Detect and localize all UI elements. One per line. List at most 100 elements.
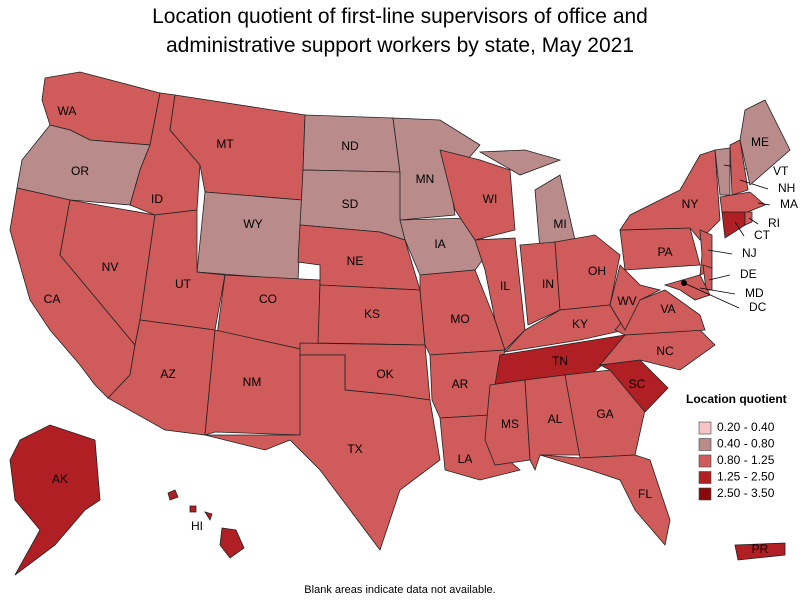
state-shape — [734, 542, 786, 561]
state-label: IL — [500, 279, 510, 293]
state-shape — [478, 149, 562, 176]
state-label: NY — [682, 197, 699, 211]
state-label: OH — [588, 264, 606, 278]
state-label: MI — [553, 217, 566, 231]
state-label: TX — [347, 442, 362, 456]
state-shape — [539, 454, 671, 546]
state-label: CT — [754, 228, 771, 242]
state-label: MS — [501, 417, 519, 431]
state-shape — [204, 354, 441, 551]
state-label: MA — [780, 197, 798, 211]
state-label: NJ — [742, 246, 757, 260]
legend-label: 0.80 - 1.25 — [717, 453, 775, 467]
state-shape — [534, 174, 576, 251]
legend-swatch — [698, 454, 712, 468]
leader-line — [739, 179, 769, 190]
state-label: NH — [778, 181, 795, 195]
state-label: AL — [548, 412, 563, 426]
state-label: UT — [175, 277, 192, 291]
state-label: GA — [596, 407, 613, 421]
state-label: PA — [657, 245, 672, 259]
state-shape — [619, 149, 721, 241]
leader-line — [683, 282, 740, 309]
state-shape — [609, 264, 662, 331]
state-label: NE — [347, 254, 364, 268]
state-label: VA — [660, 302, 675, 316]
state-label: IN — [542, 277, 554, 291]
state-label: MD — [745, 286, 764, 300]
leader-line — [748, 217, 759, 225]
state-label: WY — [243, 217, 262, 231]
state-shape — [554, 234, 621, 311]
state-shape — [739, 99, 791, 186]
state-shape — [744, 211, 753, 226]
state-shape — [196, 191, 303, 281]
state-label: HI — [191, 519, 203, 533]
state-label: NM — [243, 375, 262, 389]
legend-title: Location quotient — [686, 392, 787, 406]
state-label: AR — [452, 377, 469, 391]
state-label: WI — [483, 192, 498, 206]
state-label: MN — [416, 172, 435, 186]
leader-line — [734, 221, 745, 237]
legend-swatch — [698, 471, 712, 484]
state-shape — [204, 511, 213, 521]
state-label: PR — [752, 542, 769, 556]
state-label: OR — [71, 164, 89, 178]
state-shape — [719, 191, 766, 214]
state-label: WV — [617, 294, 636, 308]
state-label: MO — [450, 312, 469, 326]
state-label: NV — [102, 260, 119, 274]
state-label: ND — [341, 139, 359, 153]
state-shape — [564, 369, 646, 459]
state-shape — [9, 424, 101, 576]
state-label: MT — [216, 137, 234, 151]
leader-line — [757, 202, 771, 206]
state-shape — [189, 505, 197, 513]
state-shape — [663, 274, 711, 301]
state-label: LA — [458, 452, 473, 466]
state-shape — [439, 149, 516, 241]
state-shape — [167, 489, 179, 501]
state-label: AK — [52, 472, 68, 486]
state-label: FL — [638, 487, 652, 501]
state-label: TN — [552, 354, 568, 368]
state-shape — [219, 527, 245, 559]
state-label: WA — [58, 104, 77, 118]
leader-line — [708, 274, 731, 281]
state-label: AZ — [160, 367, 175, 381]
state-label: CA — [44, 292, 61, 306]
legend-label: 2.50 - 3.50 — [717, 486, 775, 500]
state-label: VT — [773, 164, 789, 178]
state-label: NC — [656, 344, 674, 358]
state-shape — [484, 379, 531, 466]
legend-label: 0.40 - 0.80 — [717, 437, 775, 451]
state-label: KS — [364, 307, 380, 321]
legend-swatch — [698, 487, 712, 501]
state-label: RI — [768, 216, 780, 230]
state-shape — [519, 241, 561, 326]
legend-swatch — [698, 421, 712, 435]
state-shape — [204, 329, 306, 436]
state-label: DC — [749, 300, 767, 314]
state-label: SD — [342, 197, 359, 211]
legend-label: 1.25 - 2.50 — [717, 470, 775, 484]
legend-swatch — [698, 438, 712, 451]
leader-line — [707, 249, 733, 255]
state-shape — [721, 211, 746, 239]
state-label: ME — [751, 135, 769, 149]
leader-line — [699, 287, 736, 295]
map-title: Location quotient of first-line supervis… — [152, 5, 648, 57]
state-label: KY — [572, 317, 588, 331]
legend-label: 0.20 - 0.40 — [717, 420, 775, 434]
footnote: Blank areas indicate data not available. — [304, 584, 496, 596]
state-label: OK — [376, 367, 393, 381]
state-label: IA — [434, 237, 445, 251]
state-label: DE — [740, 267, 757, 281]
state-label: ID — [151, 192, 163, 206]
state-label: SC — [629, 377, 646, 391]
state-shape — [474, 237, 526, 351]
state-label: CO — [259, 292, 277, 306]
